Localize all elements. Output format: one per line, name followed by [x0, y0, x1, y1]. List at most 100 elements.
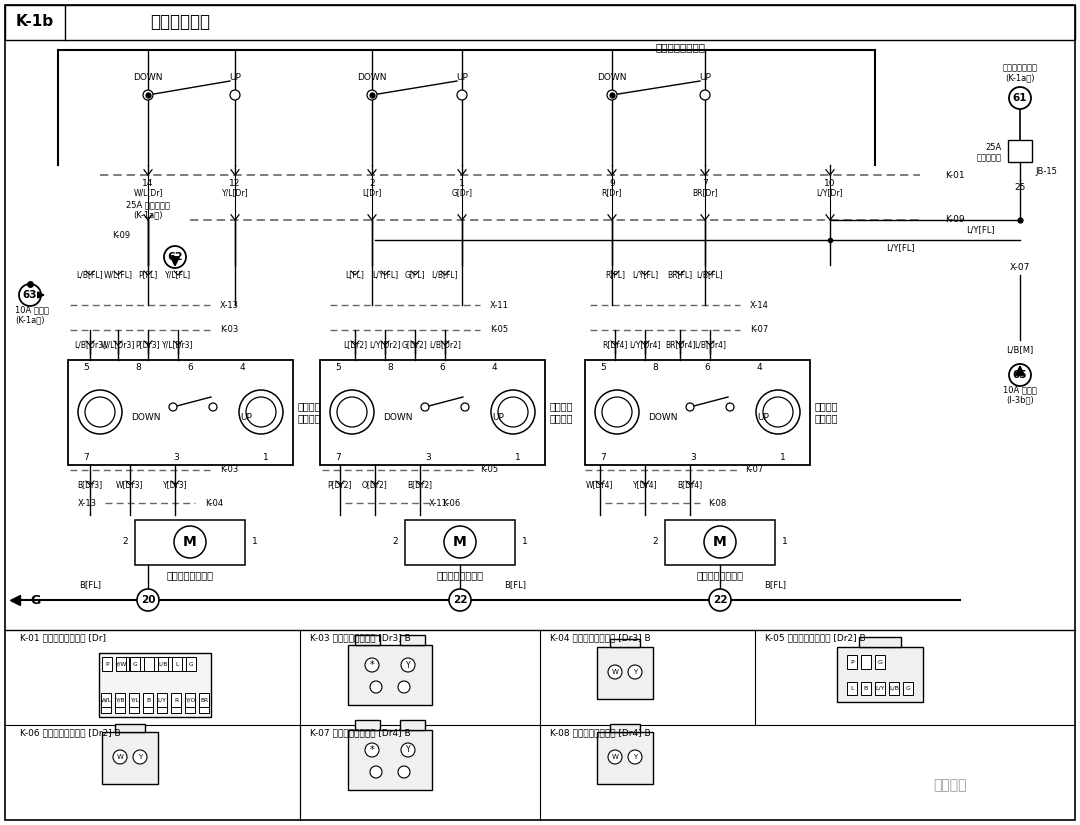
Bar [129, 693, 139, 707]
Text: B: B [864, 686, 868, 691]
Text: B[FL]: B[FL] [764, 581, 786, 590]
Text: 25: 25 [1014, 183, 1026, 192]
Text: K-06 前右电动门窗电机 [Dr2] B: K-06 前右电动门窗电机 [Dr2] B [21, 728, 121, 738]
Bar [597, 647, 653, 699]
Text: 后左电动: 后左电动 [298, 401, 322, 411]
Bar [102, 657, 112, 671]
Text: L/B[Dr3]: L/B[Dr3] [75, 341, 106, 350]
Circle shape [137, 589, 159, 611]
Text: G: G [878, 659, 882, 664]
Text: *: * [369, 660, 375, 670]
Text: X-13: X-13 [78, 498, 97, 507]
Text: 4: 4 [756, 364, 761, 373]
Bar [400, 720, 426, 730]
Bar [837, 647, 923, 702]
Text: L/B[Dr4]: L/B[Dr4] [694, 341, 726, 350]
Bar [665, 520, 775, 565]
Text: 汽修宝典: 汽修宝典 [933, 778, 967, 792]
Circle shape [370, 681, 382, 693]
Bar [114, 724, 145, 732]
Text: UP: UP [699, 73, 711, 82]
Bar [171, 693, 181, 707]
Text: G: G [30, 593, 40, 606]
Bar [889, 682, 899, 695]
Bar [875, 655, 885, 669]
Bar [102, 699, 111, 713]
Text: 5: 5 [600, 364, 606, 373]
Text: K-1b: K-1b [16, 15, 54, 30]
Text: W/L[Dr3]: W/L[Dr3] [100, 341, 135, 350]
Circle shape [608, 750, 622, 764]
Text: Y/O: Y/O [185, 697, 195, 703]
Text: 10: 10 [824, 178, 836, 187]
Bar [68, 360, 293, 465]
Text: K-01: K-01 [945, 171, 964, 180]
Text: 10A 右尾灯: 10A 右尾灯 [1003, 385, 1037, 394]
Bar [348, 730, 432, 790]
Circle shape [421, 403, 429, 411]
Text: W[Dr4]: W[Dr4] [586, 480, 613, 489]
Text: G[Dr]: G[Dr] [451, 188, 473, 197]
Text: 后右电动门窗电机: 后右电动门窗电机 [697, 570, 743, 580]
Text: G[FL]: G[FL] [405, 271, 426, 280]
Text: 3: 3 [426, 452, 431, 461]
Text: 2: 2 [122, 538, 129, 546]
Bar [847, 682, 858, 695]
Text: B[FL]: B[FL] [504, 581, 526, 590]
Bar [143, 693, 153, 707]
Circle shape [602, 397, 632, 427]
Bar [130, 657, 140, 671]
Bar [157, 699, 167, 713]
Text: UP: UP [757, 412, 769, 422]
Text: (K-1a童): (K-1a童) [1005, 73, 1035, 82]
Text: 2: 2 [369, 178, 375, 187]
Text: 6: 6 [440, 364, 445, 373]
Text: K-04: K-04 [205, 498, 224, 507]
Text: L/Y[FL]: L/Y[FL] [966, 225, 995, 234]
Text: L/B[FL]: L/B[FL] [697, 271, 724, 280]
Text: Y: Y [633, 669, 637, 675]
Text: 后右电动: 后右电动 [815, 401, 838, 411]
Text: X-11: X-11 [429, 498, 448, 507]
Text: 7: 7 [335, 452, 341, 461]
Circle shape [704, 526, 735, 558]
Text: 5: 5 [335, 364, 341, 373]
Text: 7: 7 [702, 178, 707, 187]
Text: 1: 1 [522, 538, 528, 546]
Text: Y: Y [138, 754, 143, 760]
Text: K-01 前左电动门窗开关 [Dr]: K-01 前左电动门窗开关 [Dr] [21, 634, 106, 643]
Text: M: M [184, 535, 197, 549]
Text: B[Dr2]: B[Dr2] [407, 480, 432, 489]
Circle shape [246, 397, 276, 427]
Circle shape [756, 390, 800, 434]
Circle shape [85, 397, 114, 427]
Text: R[Dr4]: R[Dr4] [603, 341, 627, 350]
Circle shape [461, 403, 469, 411]
Circle shape [401, 743, 415, 757]
Bar [320, 360, 545, 465]
Text: JB-15: JB-15 [1035, 167, 1057, 177]
Text: Y/W: Y/W [116, 662, 126, 667]
Circle shape [457, 90, 467, 100]
Text: 20: 20 [140, 595, 156, 605]
Text: K-07: K-07 [745, 465, 764, 474]
Circle shape [370, 766, 382, 778]
Text: X-07: X-07 [1010, 263, 1030, 272]
Text: L[Dr2]: L[Dr2] [343, 341, 367, 350]
Text: L: L [850, 686, 854, 691]
Text: W: W [117, 754, 123, 760]
Text: W: W [611, 669, 619, 675]
Text: 2: 2 [392, 538, 399, 546]
Text: G: G [133, 662, 137, 667]
Bar [165, 657, 177, 671]
Text: (K-1a童): (K-1a童) [133, 210, 163, 219]
Bar [157, 693, 167, 707]
Bar [114, 693, 125, 707]
Bar [875, 682, 885, 695]
Text: 电动门窗继电器: 电动门窗继电器 [1002, 64, 1038, 73]
Text: 7: 7 [600, 452, 606, 461]
Circle shape [133, 750, 147, 764]
Text: L/B: L/B [889, 686, 899, 691]
Text: P: P [850, 659, 854, 664]
Text: P[FL]: P[FL] [138, 271, 158, 280]
